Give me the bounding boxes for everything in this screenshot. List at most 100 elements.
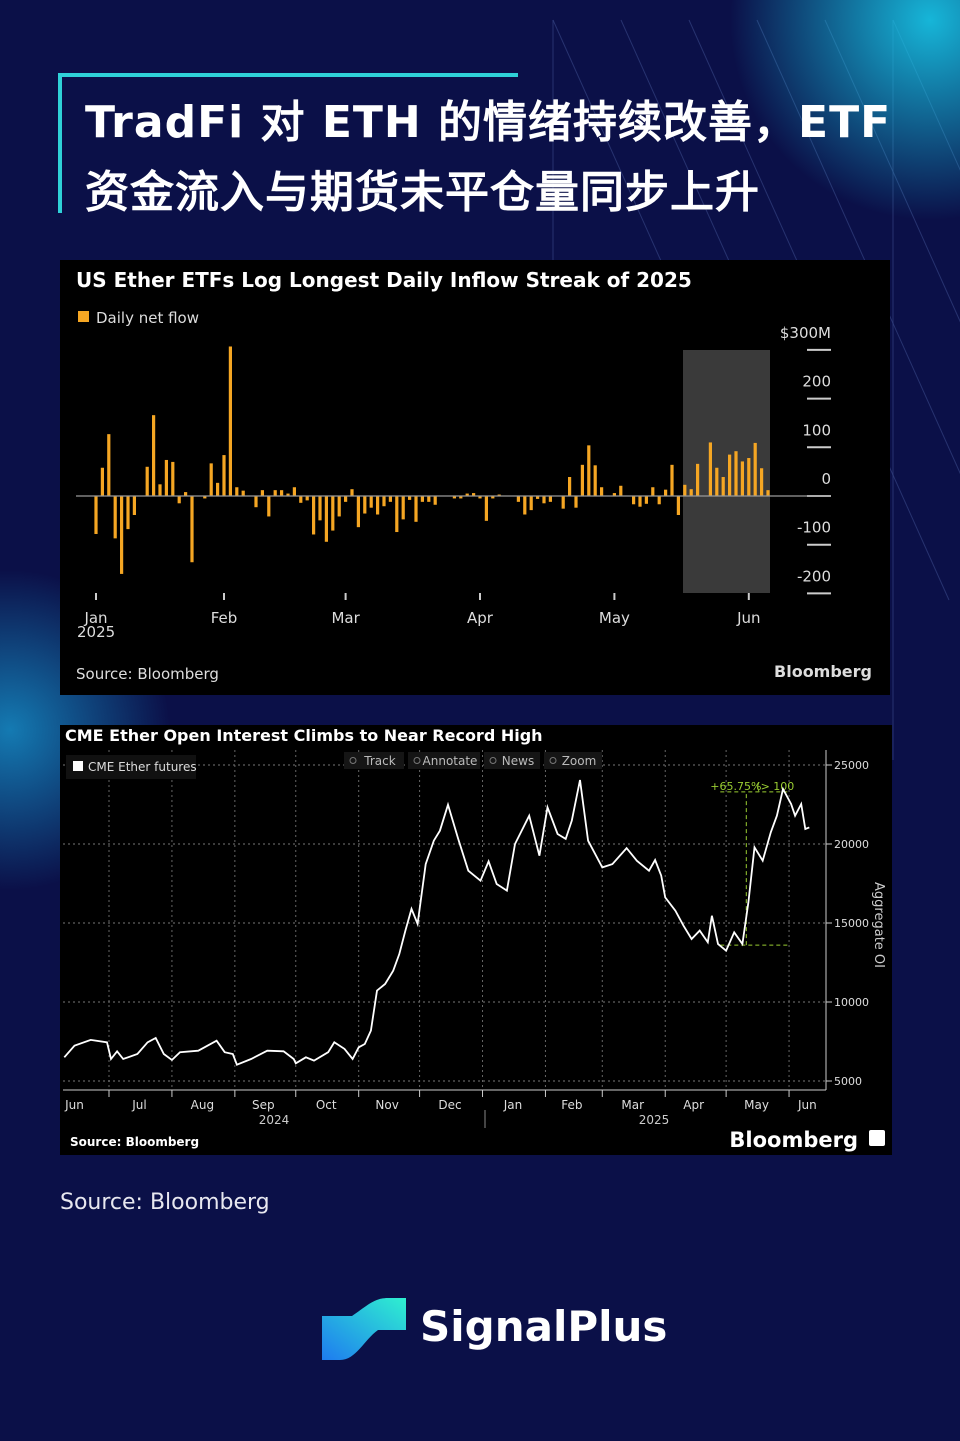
bar [574,496,578,508]
bar [708,442,712,496]
bar [164,459,168,496]
bloomberg-logo: Bloomberg [774,662,872,681]
bar [350,489,354,496]
bar [408,496,412,500]
bar [388,496,392,502]
bar [536,496,540,499]
x-tick-label: Jun [797,1098,817,1112]
bar [190,496,194,563]
y-tick-label: 15000 [834,917,869,930]
bar [676,496,680,515]
legend-swatch [78,311,89,322]
bar [216,482,220,496]
bar [766,490,770,496]
signalplus-brand: SignalPlus [420,1302,668,1351]
bar [292,487,296,496]
bloomberg-logo: Bloomberg [729,1128,858,1152]
bar [254,496,258,508]
title-line-1: TradFi 对 ETH 的情绪持续改善，ETF [85,97,892,148]
x-tick-label: Jun [736,609,760,627]
bar [638,496,642,507]
bar [318,496,322,521]
toolbar-track-label: Track [363,754,395,768]
chart-title: US Ether ETFs Log Longest Daily Inflow S… [76,268,692,292]
toolbar-zoom-button[interactable] [544,752,602,769]
bar [420,496,424,502]
toolbar-track-button[interactable] [344,752,404,769]
title-accent-side [58,73,62,213]
bar [491,496,495,499]
x-tick-label: Feb [211,609,238,627]
zoom-icon [549,757,557,764]
bar [260,490,264,496]
bar [689,489,693,496]
annotation-extra: (> 100 [756,780,794,793]
bar [644,496,648,504]
bar [267,496,271,517]
bar [171,461,175,496]
bar [747,458,751,496]
bar [452,496,456,499]
bar [152,415,156,496]
bar [760,468,764,496]
bar [401,496,405,520]
etf-flow-chart-svg: US Ether ETFs Log Longest Daily Inflow S… [76,268,872,683]
bar [580,464,584,496]
bar [568,477,572,496]
bar [670,464,674,496]
bloomberg-chart-icon [869,1130,885,1146]
bar [740,461,744,496]
bar [619,485,623,496]
y-tick-label: 200 [802,373,831,391]
bar [331,496,335,531]
bar [235,487,239,496]
x-tick-label: Mar [331,609,360,627]
bar [107,434,111,496]
oi-line-series [63,779,810,1066]
y-tick-label: 0 [821,470,831,488]
page-title: TradFi 对 ETH 的情绪持续改善，ETF 资金流入与期货未平仓量同步上升 [85,88,891,228]
x-tick-label: Jan [83,609,107,627]
cme-oi-chart-svg: CME Ether Open Interest Climbs to Near R… [63,726,886,1152]
title-line-2: 资金流入与期货未平仓量同步上升 [85,167,760,218]
toolbar-annotate-button[interactable] [408,752,480,769]
bar [363,496,367,514]
bar [222,455,226,496]
bar [753,442,757,496]
bar [600,487,604,496]
bar [305,496,309,501]
legend-label: Daily net flow [96,309,199,327]
bar [664,489,668,496]
x-tick-label: Apr [683,1098,704,1112]
x-tick-label: Dec [438,1098,461,1112]
bar [280,490,284,496]
footer-source: Source: Bloomberg [60,1190,270,1215]
bar [632,496,636,505]
toolbar-news-button[interactable] [484,752,540,769]
x-year-2025: 2025 [639,1113,670,1127]
news-icon [489,757,497,764]
y-tick-label: -100 [797,519,831,537]
y-tick-label: $300M [780,324,831,342]
annotate-icon [413,757,421,764]
legend-box [66,755,196,779]
bar [286,493,290,496]
y-tick-label: 100 [802,421,831,439]
bar [324,496,328,542]
bar [472,493,476,496]
bar [369,496,373,508]
bar [145,466,149,496]
bar [273,490,277,496]
bar [478,496,482,499]
track-icon [349,757,357,764]
bar [414,496,418,522]
bar [459,496,463,499]
bar [696,463,700,496]
x-tick-label: Mar [621,1098,644,1112]
y-tick-label: 5000 [834,1075,862,1088]
bar [587,445,591,496]
y-tick-label: 25000 [834,759,869,772]
bar [94,496,98,534]
bar [312,496,316,535]
